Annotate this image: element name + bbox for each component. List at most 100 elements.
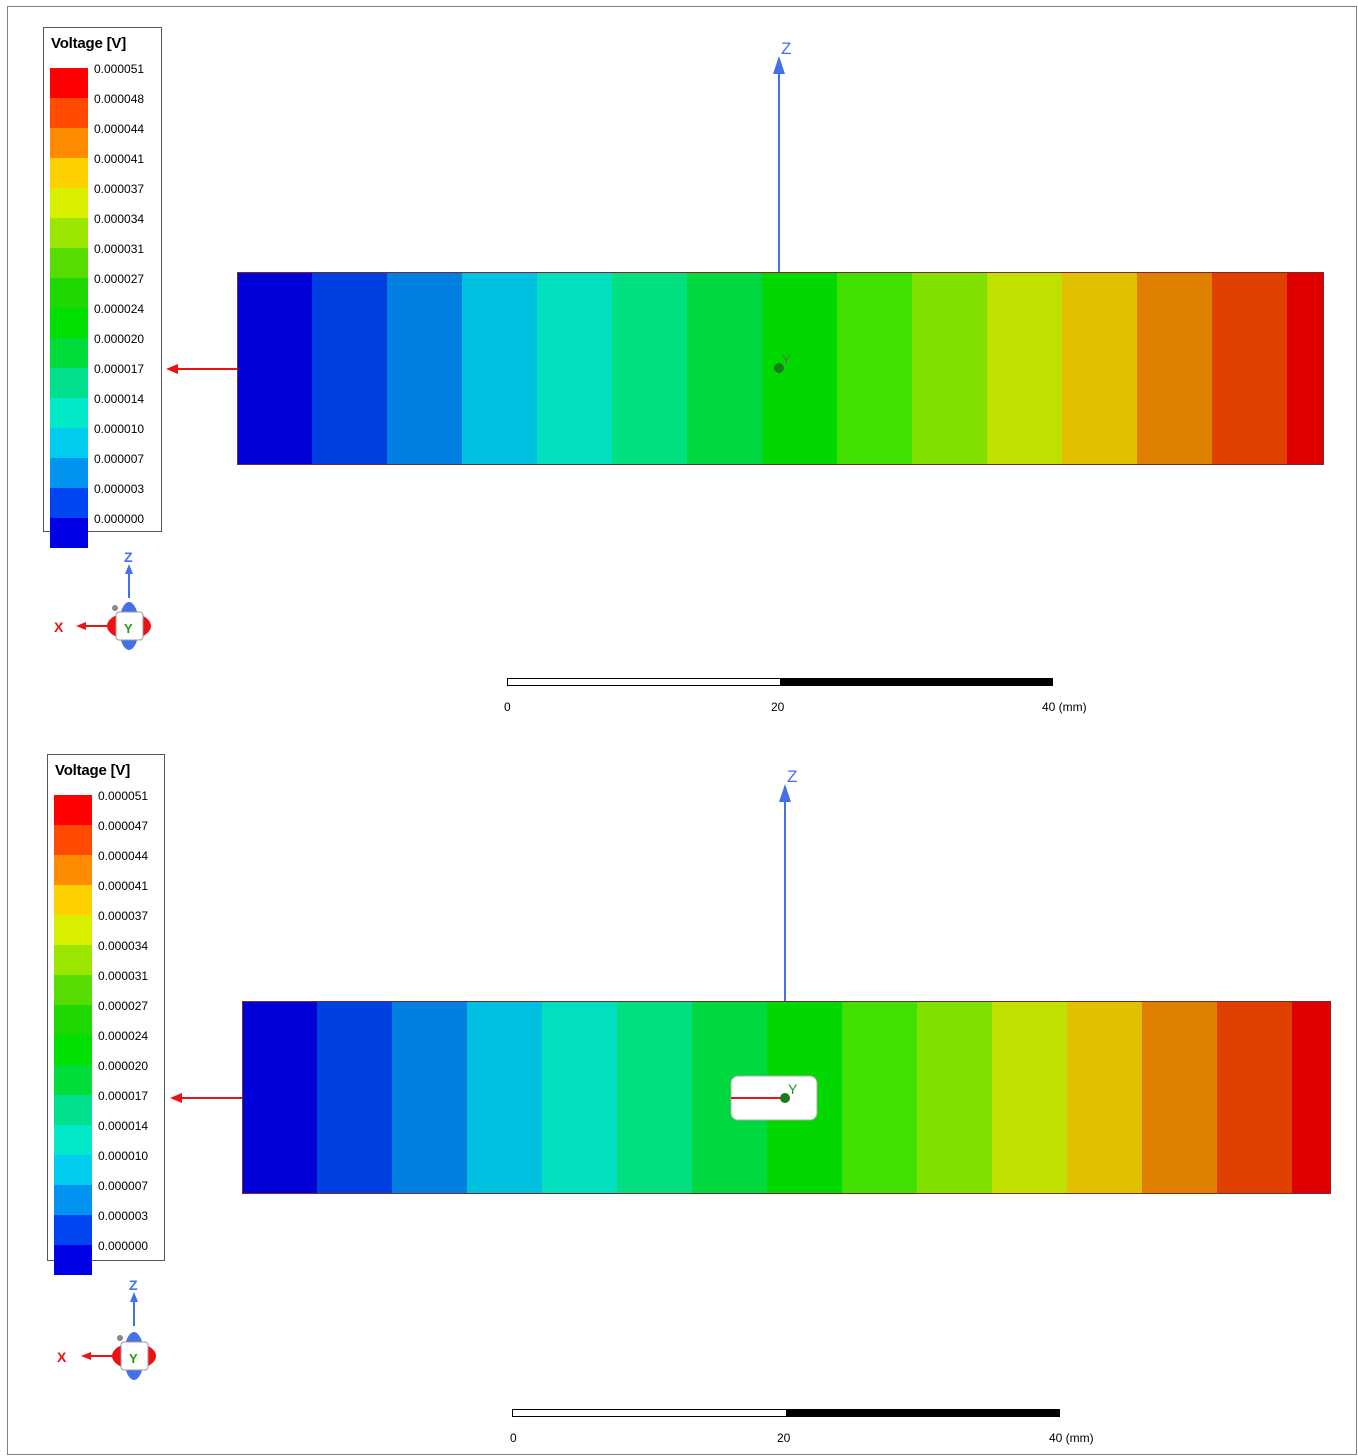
- contour-plot[interactable]: [242, 1001, 1331, 1194]
- legend-swatch: [50, 518, 88, 548]
- contour-band: [1292, 1001, 1331, 1194]
- scale-tick-20: 20: [777, 1431, 791, 1445]
- legend-swatch: [50, 248, 88, 278]
- legend-swatch: [54, 885, 92, 915]
- legend-title: Voltage [V]: [55, 762, 131, 779]
- legend-swatch: [50, 458, 88, 488]
- legend-level-label: 0.000027: [98, 999, 149, 1013]
- legend-level-label: 0.000047: [98, 819, 149, 833]
- legend-swatch: [50, 308, 88, 338]
- legend-swatch: [54, 1125, 92, 1155]
- result-view-top[interactable]: Voltage [V] 0.000051 0.000048 0.000044 0.00…: [0, 0, 1358, 728]
- triad-x-label: X: [54, 619, 64, 635]
- plate-outline: [242, 1001, 1331, 1194]
- contour-band: [687, 272, 763, 465]
- legend-level-label: 0.000017: [98, 1089, 149, 1103]
- legend-swatch: [50, 338, 88, 368]
- legend-swatch: [50, 218, 88, 248]
- legend-swatch: [54, 1215, 92, 1245]
- contour-band: [837, 272, 913, 465]
- orientation-triad[interactable]: Z X Y: [40, 540, 170, 660]
- legend-level-label: 0.000000: [94, 512, 145, 526]
- origin-point: [774, 363, 784, 373]
- triad-cube: [120, 1341, 149, 1371]
- legend-level-label: 0.000010: [94, 422, 145, 436]
- legend-level-label: 0.000024: [94, 302, 145, 316]
- legend-swatch: [50, 398, 88, 428]
- contour-band: [1217, 1001, 1293, 1194]
- legend-level-label: 0.000037: [94, 182, 145, 196]
- scale-tick-0: 0: [510, 1431, 517, 1445]
- legend-swatch: [54, 1005, 92, 1035]
- contour-band: [612, 272, 688, 465]
- contour-band: [537, 272, 613, 465]
- legend-level-label: 0.000024: [98, 1029, 149, 1043]
- legend-level-label: 0.000017: [94, 362, 145, 376]
- color-legend[interactable]: Voltage [V] 0.000051 0.000048 0.000044 0.00…: [43, 27, 162, 548]
- legend-level-label: 0.000031: [98, 969, 149, 983]
- legend-swatch: [54, 1155, 92, 1185]
- legend-level-label: 0.000051: [98, 789, 149, 803]
- color-legend[interactable]: Voltage [V] 0.000051 0.000047 0.000044 0.00…: [47, 754, 165, 1275]
- contour-band: [842, 1001, 918, 1194]
- scale-bar-white: [512, 1409, 787, 1417]
- contour-band: [1212, 272, 1288, 465]
- legend-swatch: [50, 428, 88, 458]
- contour-band: [237, 272, 313, 465]
- legend-swatch: [54, 1035, 92, 1065]
- contour-band: [242, 1001, 318, 1194]
- scale-bar-black: [786, 1409, 1060, 1417]
- scale-bar-white: [507, 678, 781, 686]
- legend-swatch: [50, 188, 88, 218]
- legend-level-label: 0.000034: [94, 212, 145, 226]
- contour-band: [917, 1001, 993, 1194]
- contour-band: [312, 272, 388, 465]
- contour-band: [392, 1001, 468, 1194]
- triad-rotation-handle-icon: [112, 605, 118, 611]
- triad-x-arrow-icon: [76, 622, 86, 630]
- legend-swatch: [54, 1065, 92, 1095]
- contour-plot[interactable]: [237, 272, 1324, 465]
- point-label: Y: [788, 1081, 798, 1097]
- z-axis-label: Z: [787, 767, 797, 786]
- scale-tick-40: 40 (mm): [1042, 700, 1087, 714]
- legend-swatch: [54, 1185, 92, 1215]
- orientation-triad[interactable]: Z X Y: [45, 1268, 175, 1388]
- global-axes: Z Y: [166, 39, 791, 374]
- triad-z-arrow-icon: [125, 564, 133, 574]
- contour-band: [1062, 272, 1138, 465]
- legend-swatch: [50, 128, 88, 158]
- triad-x-arrow-icon: [81, 1352, 91, 1360]
- legend-level-label: 0.000003: [94, 482, 145, 496]
- contour-band: [317, 1001, 393, 1194]
- origin-point: [780, 1093, 790, 1103]
- legend-level-label: 0.000031: [94, 242, 145, 256]
- legend-level-label: 0.000007: [94, 452, 145, 466]
- scale-bar-black: [780, 678, 1053, 686]
- contour-band: [1287, 272, 1324, 465]
- legend-level-label: 0.000048: [94, 92, 145, 106]
- contour-band: [1067, 1001, 1143, 1194]
- legend-level-label: 0.000003: [98, 1209, 149, 1223]
- legend-swatch: [50, 368, 88, 398]
- triad-z-arrow-icon: [130, 1292, 138, 1302]
- legend-level-label: 0.000020: [94, 332, 145, 346]
- legend-level-label: 0.000041: [98, 879, 149, 893]
- z-axis-arrowhead: [779, 784, 791, 802]
- triad-rotation-handle-icon: [117, 1335, 123, 1341]
- contour-band: [542, 1001, 618, 1194]
- legend-level-label: 0.000014: [94, 392, 145, 406]
- x-axis-arrowhead: [170, 1093, 182, 1103]
- legend-level-label: 0.000051: [94, 62, 145, 76]
- contour-band: [1137, 272, 1213, 465]
- legend-swatch: [54, 975, 92, 1005]
- result-view-bottom[interactable]: Voltage [V] 0.000051 0.000047 0.000044 0.00…: [0, 728, 1358, 1456]
- legend-swatch: [54, 795, 92, 825]
- legend-level-label: 0.000041: [94, 152, 145, 166]
- legend-level-label: 0.000020: [98, 1059, 149, 1073]
- legend-level-label: 0.000014: [98, 1119, 149, 1133]
- triad-z-label: Z: [124, 549, 133, 565]
- contour-band: [467, 1001, 543, 1194]
- legend-level-label: 0.000044: [98, 849, 149, 863]
- contour-band: [987, 272, 1063, 465]
